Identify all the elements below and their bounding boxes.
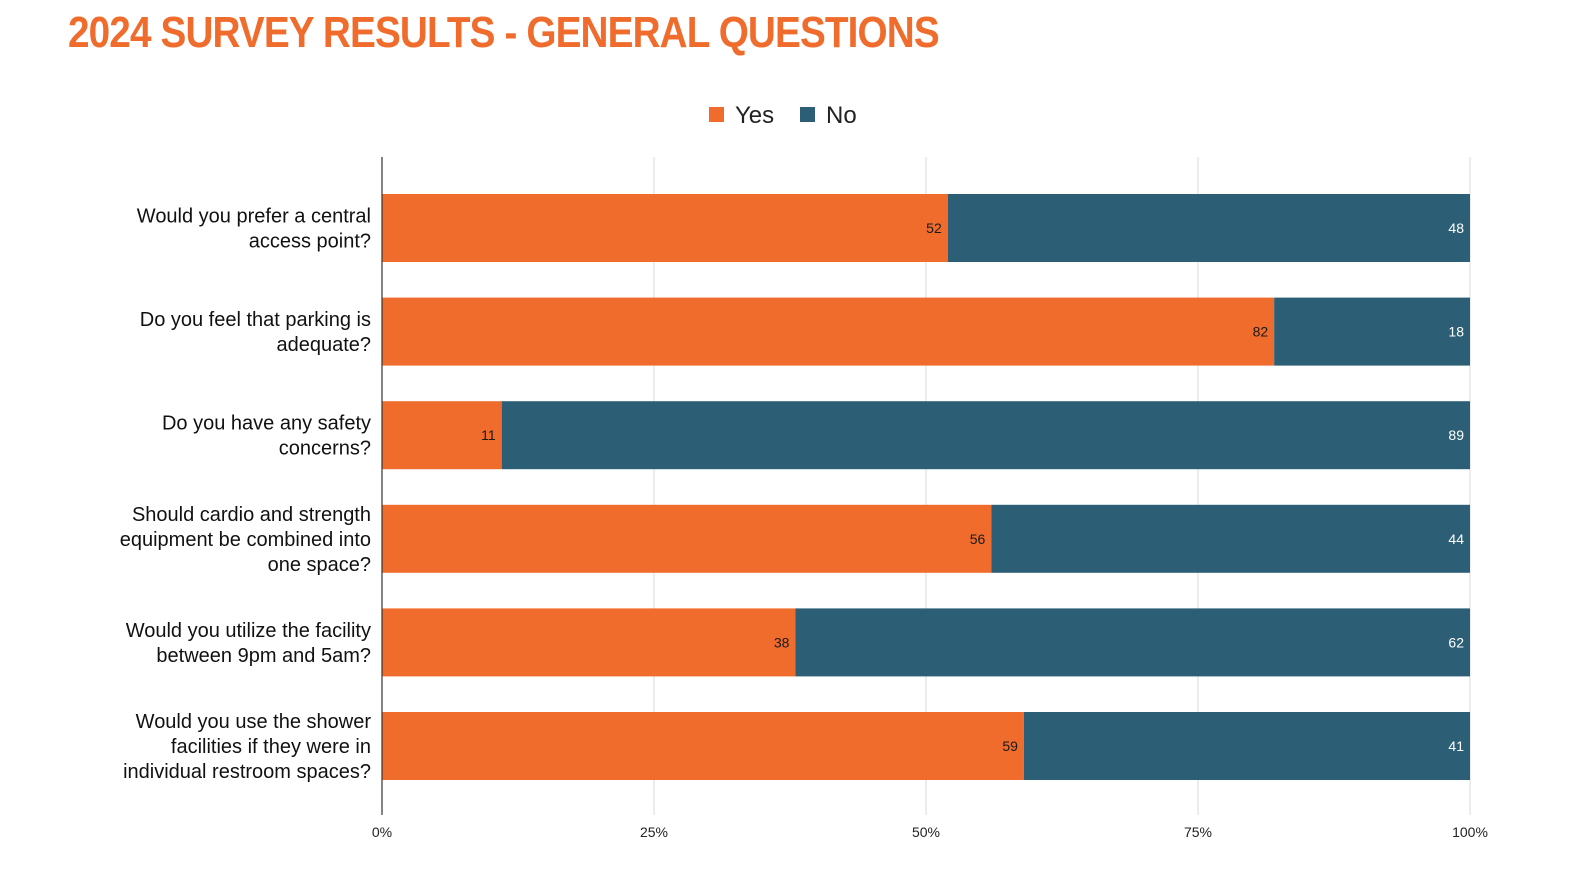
data-label-no: 18 (1448, 324, 1464, 340)
data-label-yes: 59 (1002, 738, 1018, 754)
category-label: one space? (268, 554, 371, 576)
bar-yes (382, 297, 1275, 366)
bar-no (1274, 297, 1470, 366)
bar-yes (382, 194, 948, 262)
legend-swatch-no (800, 107, 815, 122)
page-title: 2024 SURVEY RESULTS - GENERAL QUESTIONS (68, 8, 940, 57)
chart-bars: 52 48 82 18 11 89 56 44 38 62 59 41 (382, 194, 1470, 780)
data-label-yes: 38 (774, 634, 790, 650)
bar-no (991, 504, 1470, 573)
category-label: Do you have any safety (162, 413, 371, 435)
bar-yes (382, 712, 1024, 780)
category-label: facilities if they were in (171, 736, 371, 758)
chart-gridlines (653, 157, 1471, 815)
data-label-no: 41 (1448, 738, 1464, 754)
bar-no (795, 608, 1470, 677)
x-tick-label: 75% (1184, 824, 1212, 840)
x-tick-label: 25% (640, 824, 668, 840)
bar-no (1023, 712, 1470, 780)
category-label: Would you use the shower (136, 711, 372, 733)
legend-label-no: No (826, 102, 857, 129)
bar-no (501, 401, 1470, 470)
legend-label-yes: Yes (735, 102, 774, 129)
category-label: adequate? (276, 334, 371, 356)
category-label: Would you utilize the facility (126, 620, 371, 642)
data-label-no: 44 (1448, 531, 1464, 547)
bar-no (947, 194, 1470, 262)
legend-swatch-yes (709, 107, 724, 122)
category-label: between 9pm and 5am? (156, 645, 371, 667)
category-label: access point? (249, 231, 371, 253)
data-label-yes: 52 (926, 220, 942, 236)
data-label-yes: 11 (481, 427, 496, 443)
data-label-yes: 56 (970, 531, 986, 547)
data-label-no: 48 (1448, 220, 1464, 236)
category-label: individual restroom spaces? (123, 761, 371, 783)
data-label-yes: 82 (1253, 324, 1269, 340)
bar-yes (382, 401, 502, 470)
bar-yes (382, 608, 796, 677)
category-labels: Would you prefer a central access point? D… (120, 206, 372, 784)
data-label-no: 89 (1448, 427, 1464, 443)
x-tick-label: 50% (912, 824, 940, 840)
data-label-no: 62 (1448, 634, 1464, 650)
chart-legend: Yes No (709, 102, 857, 129)
x-tick-label: 100% (1452, 824, 1488, 840)
x-axis-ticks: 0% 25% 50% 75% 100% (372, 824, 1488, 840)
category-label: Do you feel that parking is (140, 309, 371, 331)
category-label: concerns? (279, 438, 371, 460)
category-label: Would you prefer a central (137, 206, 371, 228)
category-label: Should cardio and strength (132, 504, 371, 526)
category-label: equipment be combined into (120, 529, 371, 551)
x-tick-label: 0% (372, 824, 392, 840)
bar-yes (382, 504, 992, 573)
